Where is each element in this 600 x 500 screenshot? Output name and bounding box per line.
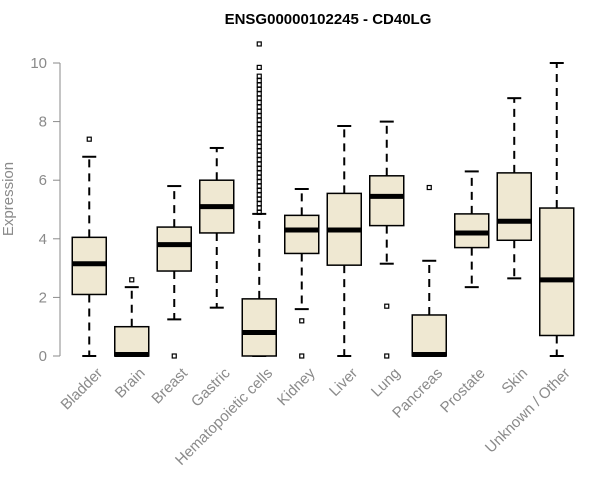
outlier-point (256, 95, 262, 101)
outlier-point (256, 82, 262, 88)
outlier-point (256, 143, 262, 150)
y-tick-label: 10 (30, 55, 47, 72)
box-iqr (539, 207, 575, 337)
x-category-label: Breast (148, 364, 191, 407)
box-iqr (496, 172, 532, 242)
y-axis: 0 2 4 6 8 10 (30, 55, 61, 365)
y-tick-label: 0 (39, 348, 47, 365)
outlier-point (256, 121, 262, 128)
outlier-point (256, 64, 262, 70)
outlier-point (256, 205, 262, 211)
y-tick-label: 8 (39, 114, 47, 131)
x-category-label: Liver (326, 365, 361, 400)
box-iqr (411, 314, 447, 357)
x-category-label: Brain (112, 365, 149, 402)
box-0 (71, 136, 107, 357)
box-iqr (369, 175, 405, 227)
outlier-point (256, 91, 262, 97)
outlier-point (256, 41, 262, 47)
outlier-point (299, 353, 305, 359)
box-8 (411, 184, 447, 358)
box-5 (284, 187, 320, 359)
outlier-point (256, 126, 262, 132)
box-iqr (241, 298, 277, 357)
box-iqr (284, 214, 320, 255)
box-10 (496, 97, 532, 280)
box-2 (156, 185, 192, 359)
outlier-point (129, 277, 135, 283)
outlier-point (256, 99, 262, 106)
outlier-point (256, 174, 262, 180)
box-3 (199, 146, 235, 309)
outlier-point (256, 165, 262, 172)
outlier-point (256, 148, 262, 154)
box-7 (369, 120, 405, 359)
outlier-point (256, 157, 262, 163)
box-6 (326, 124, 362, 357)
outlier-point (426, 184, 432, 191)
box-4 (241, 41, 277, 357)
outlier-point (256, 192, 262, 198)
outlier-point (256, 196, 262, 202)
x-category-label: Prostate (437, 365, 489, 417)
outlier-point (256, 86, 262, 92)
outlier-point (256, 73, 262, 79)
box-iqr (114, 325, 150, 357)
y-axis-label: Expression (0, 162, 17, 236)
y-tick-label: 6 (39, 172, 47, 189)
y-tick-label: 2 (39, 289, 47, 306)
outlier-point (171, 353, 177, 359)
outlier-point (256, 161, 262, 167)
y-tick-label: 4 (39, 231, 47, 248)
outlier-point (256, 117, 262, 123)
outlier-point (256, 183, 262, 189)
outlier-point (256, 201, 262, 207)
x-category-label: Bladder (57, 365, 106, 414)
x-category-label: Skin (498, 365, 531, 398)
box-series (71, 41, 575, 359)
outlier-point (256, 130, 262, 136)
outlier-point (256, 152, 262, 158)
outlier-point (256, 139, 262, 145)
box-1 (114, 277, 150, 358)
x-category-label: Kidney (274, 364, 319, 409)
outlier-point (256, 104, 262, 110)
outlier-point (256, 170, 262, 176)
outlier-point (256, 108, 262, 114)
chart-title: ENSG00000102245 - CD40LG (225, 11, 432, 28)
box-9 (454, 170, 490, 289)
outlier-point (384, 303, 390, 309)
outlier-point (86, 136, 92, 142)
outlier-point (256, 179, 262, 185)
outlier-point (256, 113, 262, 119)
box-11 (539, 62, 575, 357)
outlier-point (299, 318, 305, 324)
outlier-point (256, 77, 262, 84)
box-iqr (156, 226, 192, 272)
outlier-point (256, 135, 262, 141)
x-category-label: Lung (368, 365, 404, 401)
outlier-point (256, 187, 262, 194)
outlier-point (384, 353, 390, 359)
